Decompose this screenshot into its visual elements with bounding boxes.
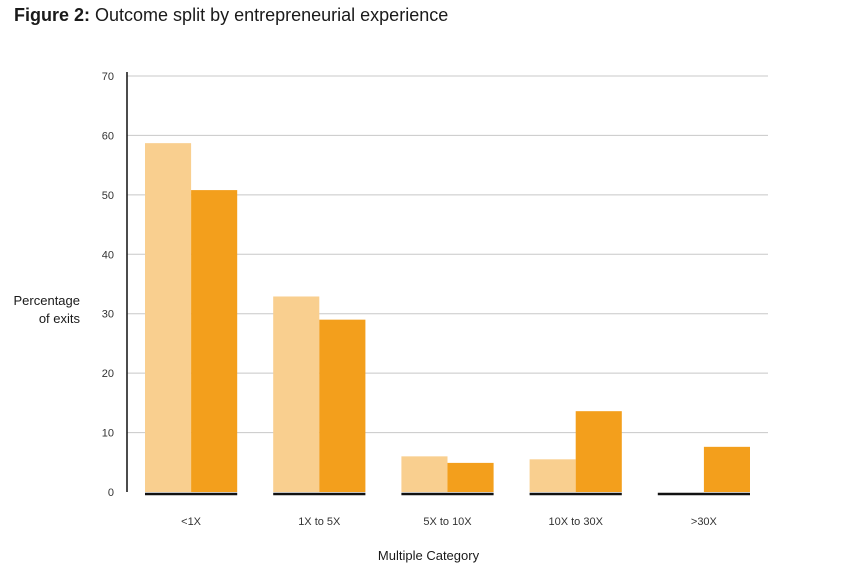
bar-0-0 bbox=[145, 143, 192, 492]
y-tick-label: 10 bbox=[102, 428, 114, 440]
bar-2-1 bbox=[447, 462, 494, 492]
y-tick-label: 50 bbox=[102, 190, 114, 202]
bar-0-1 bbox=[191, 190, 238, 493]
figure-number: Figure 2: bbox=[14, 5, 91, 25]
bar-1-0 bbox=[273, 296, 320, 492]
y-tick-label: 30 bbox=[102, 309, 114, 321]
y-axis-label: Percentage of exits bbox=[6, 292, 81, 328]
x-axis-label: Multiple Category bbox=[377, 548, 480, 563]
x-tick-label: <1X bbox=[181, 516, 202, 528]
bar-2-0 bbox=[401, 456, 448, 492]
x-tick-label: 5X to 10X bbox=[423, 516, 472, 528]
y-axis-label-line-1: Percentage bbox=[13, 293, 81, 308]
x-tick-label: >30X bbox=[691, 516, 718, 528]
x-tick-label: 1X to 5X bbox=[298, 516, 341, 528]
figure-caption: Outcome split by entrepreneurial experie… bbox=[95, 5, 449, 25]
x-tick-label: 10X to 30X bbox=[548, 516, 603, 528]
bar-3-1 bbox=[575, 411, 622, 492]
bars bbox=[145, 143, 750, 493]
axes bbox=[126, 72, 750, 496]
y-axis-label-line-2: of exits bbox=[38, 311, 80, 326]
y-tick-label: 70 bbox=[102, 71, 114, 83]
y-tick-label: 40 bbox=[102, 249, 114, 261]
chart-title: Figure 2: Outcome split by entrepreneuri… bbox=[14, 5, 448, 26]
tick-labels: 0 10 20 30 40 50 60 70 <1X 1X to 5X 5X to 10X 10X t… bbox=[102, 71, 718, 528]
y-tick-label: 0 bbox=[108, 487, 114, 499]
y-tick-label: 20 bbox=[102, 368, 114, 380]
y-tick-label: 60 bbox=[102, 130, 114, 142]
bar-1-1 bbox=[319, 319, 366, 492]
bar-4-1 bbox=[703, 446, 750, 492]
bar-3-0 bbox=[529, 459, 576, 492]
